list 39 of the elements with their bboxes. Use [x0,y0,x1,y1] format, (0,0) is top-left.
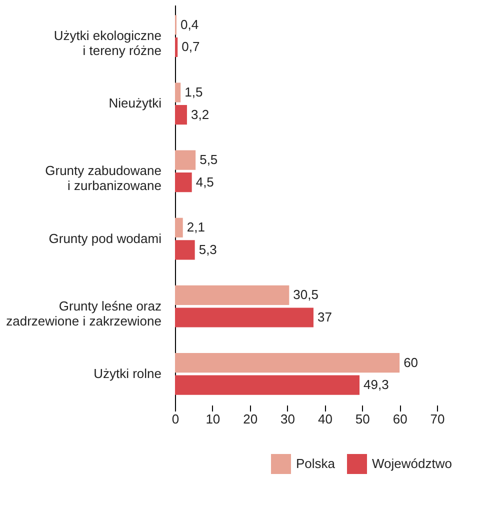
bar [175,375,360,395]
data-label: 1,5 [184,84,203,100]
y-tick-label: Nieużytki [108,96,162,111]
data-label: 49,3 [364,377,389,392]
data-label: 5,5 [200,152,218,168]
bar [175,352,400,373]
data-label: 3,2 [190,106,210,122]
bar [175,285,290,306]
data-label: 4,5 [196,174,214,190]
bar [175,150,196,170]
x-tick-label: 10 [206,412,220,426]
x-tick-label: 0 [172,412,180,426]
y-tick-label: Użytki ekologiczne i tereny różne [54,28,162,58]
x-tick-label: 50 [355,412,370,426]
bar [175,37,178,58]
legend-label: Polska [296,456,336,471]
y-tick-label: Grunty zabudowane i zurbanizowane [45,163,162,194]
y-tick-label: Grunty leśne oraz zadrzewione i zakrzewione [6,298,162,328]
data-label: 30,5 [293,287,318,302]
data-label: 0,4 [180,16,199,32]
legend-label: Województwo [372,456,452,471]
data-label: 60 [404,354,418,370]
bar [175,172,192,192]
y-tick-label: Użytki rolne [94,366,162,381]
x-tick-label: 20 [243,412,258,426]
data-label: 5,3 [198,242,217,257]
data-label: 2,1 [186,220,205,235]
data-label: 0,7 [182,39,200,54]
x-tick-label: 40 [318,412,332,426]
bar [175,240,195,260]
x-tick-label: 60 [392,412,408,426]
bar [175,218,183,238]
y-tick-label: Grunty pod wodami [48,230,162,246]
x-tick-label: 30 [280,412,296,426]
bar [175,82,181,102]
data-label: 37 [317,309,332,324]
bar [175,104,187,125]
x-tick-label: 70 [430,412,445,426]
bar [175,308,314,328]
